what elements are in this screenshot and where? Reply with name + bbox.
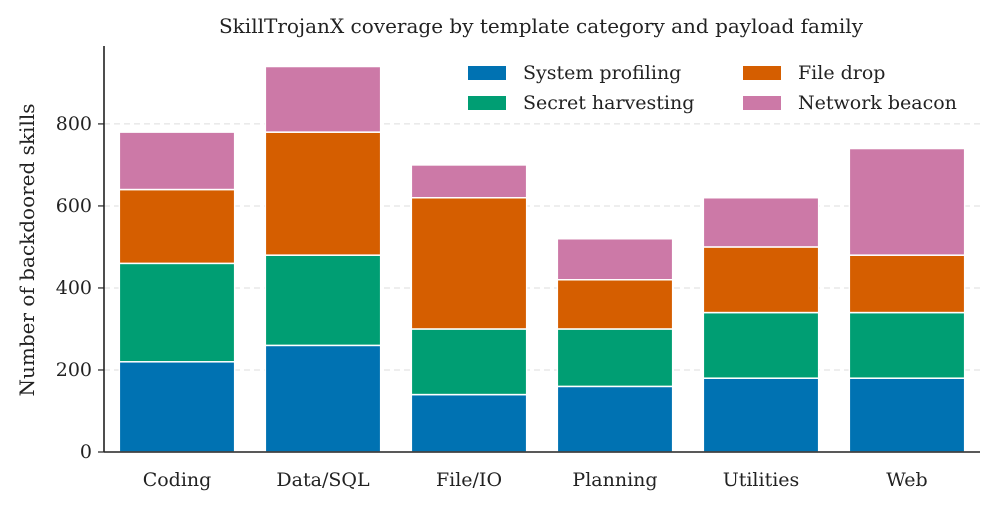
bar-file-io-system-profiling <box>410 393 528 453</box>
x-tick-label: Web <box>886 469 927 491</box>
bar-utilities-network-beacon <box>702 196 820 248</box>
legend-label-system-profiling: System profiling <box>523 62 681 84</box>
y-axis-label: Number of backdoored skills <box>15 103 39 396</box>
legend-label-secret-harvesting: Secret harvesting <box>523 92 694 114</box>
bar-data-sql-network-beacon <box>264 65 382 133</box>
bar-utilities-file-drop <box>702 246 820 314</box>
bars <box>118 65 966 453</box>
tick-labels: 0 200 400 600 800 Coding Data/SQL File/IO Planni… <box>56 113 928 491</box>
legend: System profiling Secret harvesting File dr… <box>468 62 957 114</box>
bar-data-sql-file-drop <box>264 131 382 256</box>
bar-planning-system-profiling <box>556 385 674 453</box>
y-tick-label: 600 <box>56 195 92 217</box>
legend-swatch-network-beacon <box>743 96 781 110</box>
bar-web-secret-harvesting <box>848 311 966 379</box>
bar-file-io-file-drop <box>410 196 528 330</box>
legend-label-file-drop: File drop <box>798 62 885 84</box>
y-tick-label: 0 <box>80 441 92 463</box>
bar-file-io-network-beacon <box>410 164 528 199</box>
grid-lines <box>104 123 980 371</box>
y-tick-label: 800 <box>56 113 92 135</box>
bar-web-network-beacon <box>848 147 966 256</box>
bar-web-file-drop <box>848 254 966 314</box>
legend-label-network-beacon: Network beacon <box>798 92 957 114</box>
bar-coding-file-drop <box>118 188 236 265</box>
x-tick-label: Planning <box>572 469 657 491</box>
bar-utilities-system-profiling <box>702 377 820 453</box>
bar-planning-secret-harvesting <box>556 328 674 388</box>
bar-file-io-secret-harvesting <box>410 328 528 396</box>
chart-title: SkillTrojanX coverage by template catego… <box>219 14 864 38</box>
bar-data-sql-system-profiling <box>264 344 382 453</box>
legend-swatch-system-profiling <box>468 66 506 80</box>
bar-planning-network-beacon <box>556 237 674 281</box>
x-tick-label: Data/SQL <box>276 469 370 491</box>
x-tick-label: File/IO <box>436 469 502 491</box>
legend-swatch-file-drop <box>743 66 781 80</box>
x-tick-label: Utilities <box>723 469 800 491</box>
bar-web-system-profiling <box>848 377 966 453</box>
x-tick-label: Coding <box>143 469 212 491</box>
legend-swatch-secret-harvesting <box>468 96 506 110</box>
bar-coding-system-profiling <box>118 361 236 453</box>
y-tick-label: 400 <box>56 277 92 299</box>
bar-data-sql-secret-harvesting <box>264 254 382 347</box>
bar-coding-network-beacon <box>118 131 236 191</box>
bar-utilities-secret-harvesting <box>702 311 820 379</box>
bar-planning-file-drop <box>556 279 674 330</box>
bar-coding-secret-harvesting <box>118 262 236 363</box>
axes <box>103 46 980 453</box>
y-tick-label: 200 <box>56 359 92 381</box>
